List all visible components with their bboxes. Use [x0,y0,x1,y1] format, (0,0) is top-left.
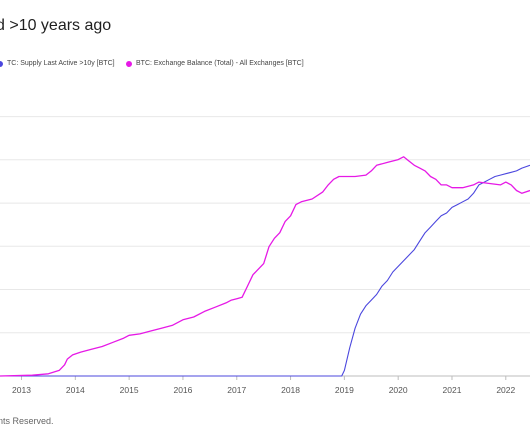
series-line-exchange [0,156,530,377]
copyright-footer: nts Reserved. [0,416,54,426]
legend-label-supply: TC: Supply Last Active >10y [BTC] [7,60,115,67]
x-tick-label: 2013 [12,385,31,395]
x-tick-label: 2015 [120,385,139,395]
legend-swatch-exchange [126,60,132,67]
x-tick-label: 2020 [389,385,408,395]
x-tick-label: 2019 [335,385,354,395]
x-tick-label: 2022 [496,385,515,395]
x-tick-label: 2014 [66,385,85,395]
x-tick-label: 2017 [227,385,246,395]
legend-swatch-supply [0,60,3,67]
chart-title: d >10 years ago [0,17,112,34]
series-line-supply [0,164,530,377]
x-tick-label: 2018 [281,385,300,395]
legend: TC: Supply Last Active >10y [BTC] BTC: E… [0,60,530,72]
legend-item-exchange[interactable]: BTC: Exchange Balance (Total) - All Exch… [126,60,304,67]
legend-item-supply[interactable]: TC: Supply Last Active >10y [BTC] [0,60,115,67]
x-tick-label: 2016 [173,385,192,395]
x-tick-label: 2021 [443,385,462,395]
legend-label-exchange: BTC: Exchange Balance (Total) - All Exch… [136,60,304,67]
